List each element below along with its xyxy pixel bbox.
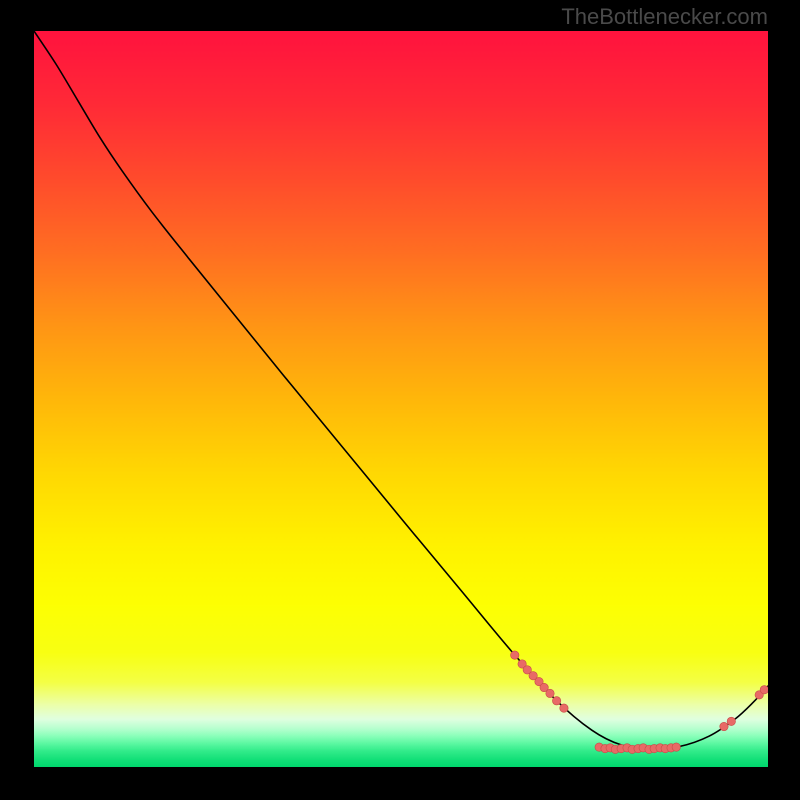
marker-dot [760, 686, 768, 694]
marker-dot [672, 743, 680, 751]
marker-dot [511, 651, 519, 659]
marker-dot [720, 722, 728, 730]
curve-markers [34, 31, 768, 767]
marker-dot [560, 704, 568, 712]
marker-dot [552, 697, 560, 705]
plot-area [34, 31, 768, 767]
chart-root: TheBottlenecker.com [0, 0, 800, 800]
marker-dot [727, 717, 735, 725]
marker-dot [546, 689, 554, 697]
watermark-text: TheBottlenecker.com [561, 4, 768, 30]
